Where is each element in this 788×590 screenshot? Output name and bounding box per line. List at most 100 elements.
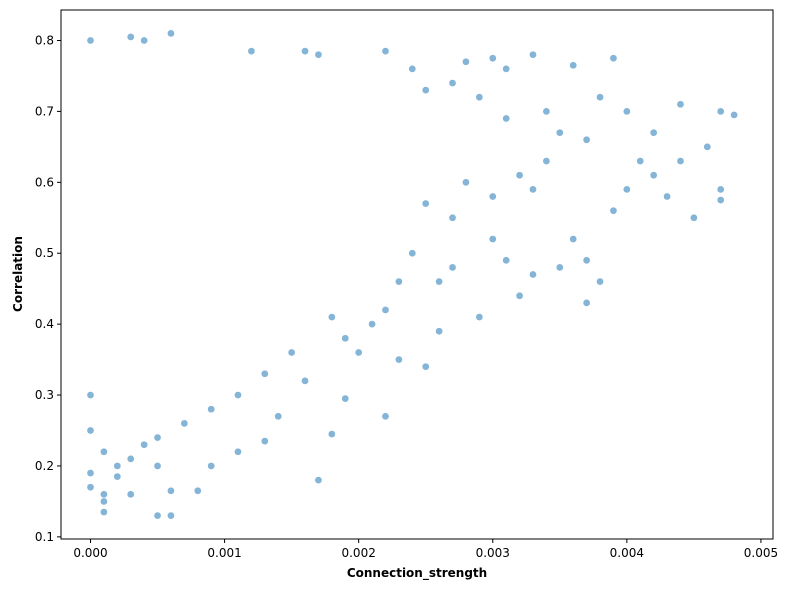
- data-point: [703, 143, 712, 151]
- data-point: [86, 426, 95, 435]
- x-tick-label: 0.001: [207, 546, 241, 560]
- data-point: [287, 348, 296, 357]
- data-point: [475, 93, 484, 102]
- data-point: [529, 50, 537, 59]
- x-tick-label: 0.003: [476, 546, 510, 560]
- y-tick-label: 0.4: [35, 317, 54, 331]
- data-point: [381, 47, 390, 55]
- data-point: [515, 171, 524, 180]
- data-point: [462, 57, 470, 66]
- data-point: [582, 135, 591, 144]
- data-point: [100, 497, 108, 506]
- data-point: [569, 235, 578, 243]
- data-point: [542, 107, 551, 116]
- data-point: [234, 391, 242, 399]
- data-point: [100, 508, 108, 516]
- data-point: [542, 157, 551, 165]
- data-point: [126, 455, 135, 463]
- data-point: [86, 483, 95, 492]
- data-point: [140, 440, 148, 449]
- data-point: [730, 111, 738, 119]
- y-axis: 0.1 0.2 0.3 0.4 0.5 0.6 0.7 0.8: [35, 33, 61, 544]
- y-tick-label: 0.8: [35, 33, 54, 47]
- data-point: [421, 362, 430, 371]
- data-point: [86, 36, 95, 45]
- data-point: [153, 433, 162, 442]
- data-point: [421, 86, 430, 94]
- data-point: [368, 320, 376, 328]
- data-point: [582, 299, 591, 307]
- data-point: [381, 412, 390, 421]
- x-tick-label: 0.002: [341, 546, 375, 560]
- data-point: [488, 54, 497, 63]
- data-point: [582, 256, 591, 265]
- data-point: [515, 291, 524, 300]
- data-point: [663, 192, 671, 201]
- data-point: [569, 61, 578, 70]
- x-tick-label: 0.000: [73, 546, 107, 560]
- data-point: [100, 490, 108, 499]
- data-point: [421, 199, 430, 208]
- data-point: [341, 394, 350, 403]
- data-point: [649, 171, 658, 180]
- data-point: [462, 178, 470, 187]
- data-point: [676, 100, 685, 109]
- data-point: [260, 437, 269, 445]
- data-point: [126, 33, 135, 41]
- data-point: [328, 313, 336, 321]
- data-point: [716, 185, 725, 194]
- data-point: [86, 391, 95, 399]
- data-point: [716, 107, 725, 116]
- x-axis-label: Connection_strength: [347, 566, 487, 581]
- data-point: [167, 511, 175, 520]
- data-point: [555, 128, 564, 137]
- x-tick-label: 0.004: [610, 546, 644, 560]
- data-point: [113, 462, 122, 470]
- data-point: [274, 412, 283, 421]
- data-point: [395, 355, 403, 364]
- data-point: [354, 348, 363, 357]
- data-point: [716, 196, 725, 204]
- data-point: [448, 79, 457, 87]
- data-point: [502, 256, 511, 265]
- data-point: [448, 263, 457, 272]
- data-point: [596, 277, 604, 286]
- data-point: [260, 369, 269, 378]
- y-tick-label: 0.7: [35, 104, 54, 118]
- data-point: [555, 263, 564, 272]
- data-point: [153, 511, 162, 520]
- data-point: [207, 462, 216, 470]
- data-point: [193, 486, 202, 495]
- data-point: [475, 313, 484, 321]
- data-point: [234, 447, 242, 456]
- data-point: [448, 213, 457, 222]
- data-point: [502, 114, 511, 123]
- data-point: [167, 486, 175, 495]
- y-tick-label: 0.6: [35, 175, 54, 189]
- y-tick-label: 0.5: [35, 246, 54, 260]
- data-point: [435, 277, 443, 286]
- data-point: [596, 93, 604, 102]
- data-point: [167, 29, 175, 38]
- data-point: [609, 54, 618, 63]
- data-point: [86, 469, 95, 477]
- points-layer: [86, 29, 738, 520]
- data-point: [488, 235, 497, 243]
- plot-frame: [60, 9, 774, 540]
- data-point: [649, 128, 658, 137]
- data-point: [529, 270, 537, 279]
- data-point: [502, 65, 511, 73]
- x-tick-label: 0.005: [744, 546, 778, 560]
- x-axis: 0.000 0.001 0.002 0.003 0.004 0.005: [73, 539, 778, 560]
- y-tick-label: 0.2: [35, 459, 54, 473]
- data-point: [623, 107, 631, 116]
- data-point: [100, 447, 108, 456]
- y-axis-label: Correlation: [11, 236, 25, 312]
- data-point: [180, 419, 189, 428]
- data-point: [314, 476, 323, 484]
- data-point: [676, 157, 685, 165]
- data-point: [529, 185, 537, 194]
- data-point: [636, 157, 645, 165]
